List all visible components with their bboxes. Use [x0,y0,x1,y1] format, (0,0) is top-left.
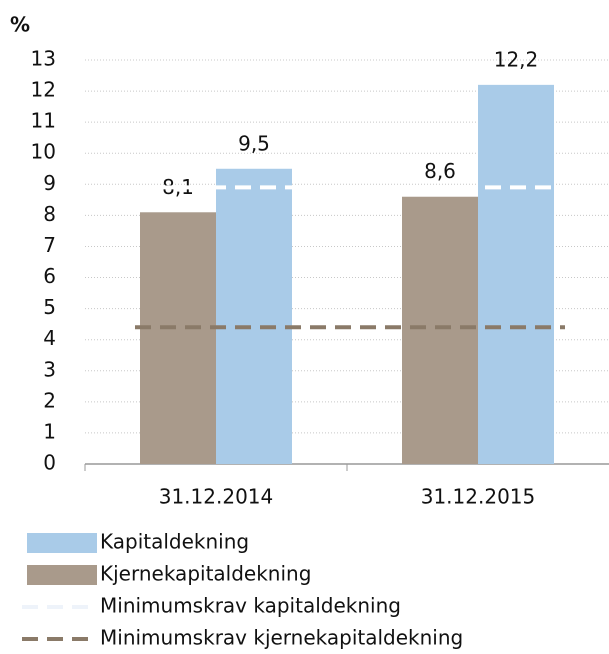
y-tick-label: 3 [43,357,56,381]
y-tick-label: 9 [43,171,56,195]
y-tick-label: 1 [43,419,56,443]
y-tick-label: 11 [31,109,56,133]
y-tick-label: 6 [43,264,56,288]
y-tick-label: 7 [43,233,56,257]
data-label: 9,5 [238,131,270,155]
y-tick-label: 2 [43,388,56,412]
y-tick-label: 13 [31,47,56,71]
y-axis-label: % [10,13,30,37]
y-tick-label: 0 [43,451,56,475]
legend-label: Kapitaldekning [100,530,249,554]
y-tick-label: 10 [31,140,56,164]
y-tick-label: 12 [31,78,56,102]
data-label: 12,2 [494,47,539,71]
bar [478,84,554,464]
y-tick-label: 4 [43,326,56,350]
x-tick-label: 31.12.2015 [421,485,536,509]
y-tick-label: 5 [43,295,56,319]
bar [216,168,292,464]
data-label: 8,6 [424,159,456,183]
bar [140,212,216,464]
legend-label: Kjernekapitaldekning [100,562,311,586]
legend-label: Minimumskrav kapitaldekning [100,594,401,618]
bar [402,196,478,464]
legend-label: Minimumskrav kjernekapitaldekning [100,626,463,650]
legend-swatch [27,533,97,553]
x-tick-label: 31.12.2014 [159,485,274,509]
y-tick-label: 8 [43,202,56,226]
legend-swatch [27,565,97,585]
